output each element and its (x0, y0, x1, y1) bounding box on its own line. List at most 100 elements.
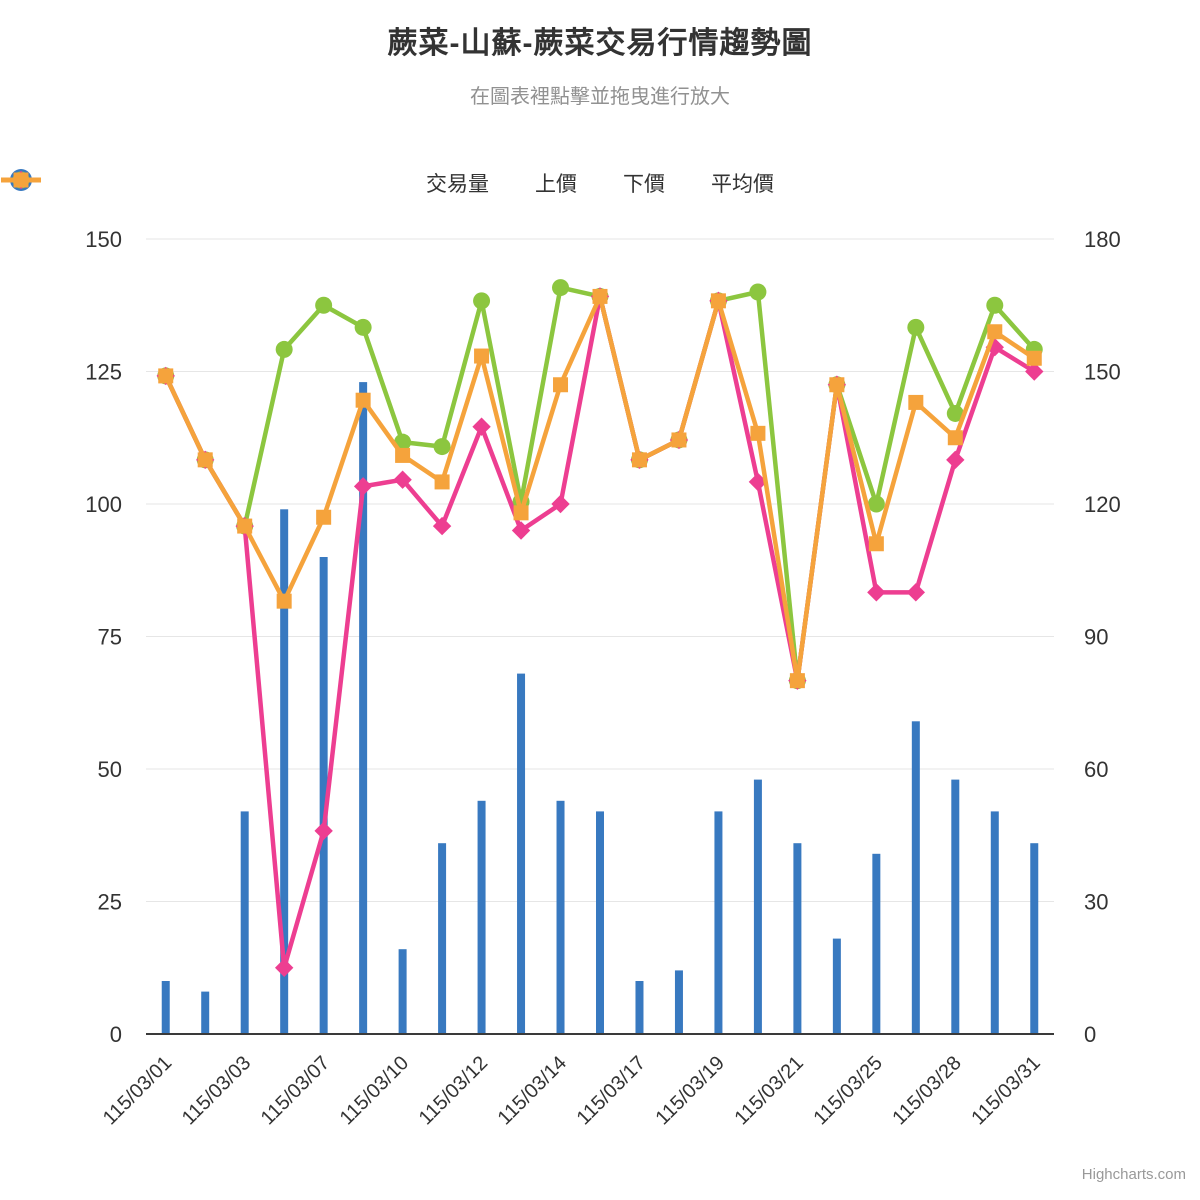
y-axis-left-tick-label: 100 (85, 492, 122, 517)
line-marker[interactable] (748, 472, 768, 492)
line-marker[interactable] (947, 430, 963, 446)
line-marker[interactable] (393, 470, 412, 489)
volume-bar[interactable] (596, 811, 604, 1034)
y-axis-left-tick-label: 0 (110, 1022, 122, 1047)
volume-bar[interactable] (674, 970, 683, 1034)
volume-bar[interactable] (161, 981, 170, 1034)
chart-legend: 交易量 上價 下價 平均價 (0, 168, 1200, 198)
line-marker[interactable] (355, 392, 371, 408)
line-marker[interactable] (789, 673, 805, 689)
line-marker[interactable] (867, 495, 885, 513)
line-marker[interactable] (432, 516, 452, 536)
legend-label-lower-price: 下價 (623, 173, 665, 196)
line-marker[interactable] (671, 432, 687, 448)
line-marker[interactable] (474, 348, 490, 364)
volume-bar[interactable] (951, 779, 960, 1034)
y-axis-right-tick-label: 150 (1084, 360, 1121, 385)
line-marker[interactable] (1026, 350, 1042, 366)
volume-bar[interactable] (793, 843, 802, 1034)
volume-bar[interactable] (872, 853, 881, 1034)
volume-bar[interactable] (240, 811, 249, 1034)
line-marker[interactable] (946, 404, 964, 422)
line-marker[interactable] (631, 452, 647, 468)
line-marker[interactable] (552, 279, 570, 297)
highcharts-credit[interactable]: Highcharts.com (1081, 1166, 1186, 1183)
line-marker[interactable] (987, 324, 1003, 340)
line-marker[interactable] (314, 821, 333, 841)
avg-price-line-path[interactable] (163, 294, 1036, 683)
volume-bar[interactable] (319, 557, 328, 1034)
line-marker[interactable] (513, 505, 529, 521)
legend-item-avg-price[interactable]: 平均價 (1, 168, 774, 198)
volume-bar[interactable] (280, 509, 289, 1034)
x-axis-tick-label: 115/03/21 (730, 1052, 807, 1129)
line-marker[interactable] (986, 296, 1004, 314)
line-marker[interactable] (197, 452, 213, 468)
line-marker[interactable] (395, 447, 411, 463)
line-marker[interactable] (434, 474, 450, 490)
line-marker[interactable] (908, 394, 924, 410)
line-marker[interactable] (1025, 362, 1044, 381)
line-marker[interactable] (158, 368, 174, 384)
y-axis-left-tick-label: 50 (98, 757, 122, 782)
x-axis-tick-label: 115/03/25 (809, 1052, 886, 1129)
x-axis-tick-label: 115/03/12 (415, 1052, 492, 1129)
line-marker[interactable] (276, 593, 292, 609)
line-marker[interactable] (749, 283, 767, 301)
line-marker[interactable] (354, 318, 372, 336)
line-marker[interactable] (946, 450, 965, 470)
line-marker[interactable] (433, 438, 451, 456)
y-axis-right-tick-label: 120 (1084, 492, 1121, 517)
volume-bar[interactable] (911, 721, 920, 1034)
volume-bar[interactable] (990, 811, 999, 1034)
x-axis-tick-label: 115/03/14 (494, 1052, 571, 1129)
line-marker[interactable] (237, 518, 253, 534)
line-marker[interactable] (511, 521, 531, 540)
y-axis-right-tick-label: 60 (1084, 757, 1108, 782)
line-marker[interactable] (868, 536, 884, 552)
y-axis-left-tick-label: 25 (98, 890, 122, 915)
volume-bar[interactable] (832, 938, 841, 1034)
volume-bar[interactable] (398, 949, 407, 1034)
line-marker[interactable] (906, 583, 926, 602)
y-axis-left-labels: 150 125 100 75 50 25 0 (85, 227, 122, 1047)
line-marker[interactable] (592, 288, 608, 304)
line-marker[interactable] (473, 292, 491, 310)
chart-title: 蕨菜-山蘇-蕨菜交易行情趨勢圖 (387, 27, 813, 60)
line-marker[interactable] (829, 377, 845, 393)
avg-price-legend-marker-icon (1, 172, 41, 188)
line-marker[interactable] (553, 377, 569, 393)
volume-bar[interactable] (359, 382, 368, 1035)
volume-bar[interactable] (477, 800, 486, 1034)
volume-bar[interactable] (438, 843, 447, 1034)
y-axis-right-labels: 180 150 120 90 60 30 0 (1084, 227, 1121, 1047)
x-axis-tick-label: 115/03/17 (573, 1052, 650, 1129)
volume-bar[interactable] (635, 981, 644, 1034)
y-axis-left-tick-label: 150 (85, 227, 122, 252)
volume-bar[interactable] (714, 811, 723, 1034)
line-marker[interactable] (316, 509, 332, 525)
line-marker[interactable] (274, 958, 294, 977)
line-marker[interactable] (867, 583, 886, 602)
line-marker[interactable] (472, 417, 491, 436)
line-marker[interactable] (710, 293, 726, 309)
y-axis-right-tick-label: 30 (1084, 890, 1108, 915)
line-marker[interactable] (353, 477, 373, 496)
volume-bar[interactable] (1030, 843, 1039, 1034)
line-marker[interactable] (750, 425, 766, 441)
upper-price-line-path[interactable] (163, 285, 1036, 683)
y-axis-right-tick-label: 180 (1084, 227, 1121, 252)
volume-bar[interactable] (753, 779, 762, 1034)
line-marker[interactable] (907, 318, 925, 336)
volume-bar[interactable] (556, 800, 565, 1034)
y-axis-right-tick-label: 0 (1084, 1022, 1096, 1047)
volume-bar[interactable] (517, 673, 526, 1034)
volume-bar[interactable] (201, 991, 210, 1034)
line-marker[interactable] (315, 296, 333, 314)
chart-subtitle: 在圖表裡點擊並拖曳進行放大 (470, 86, 730, 108)
line-marker[interactable] (275, 340, 293, 358)
upper-price-line (157, 279, 1043, 690)
y-axis-right-tick-label: 90 (1084, 625, 1108, 650)
line-marker[interactable] (551, 494, 570, 514)
